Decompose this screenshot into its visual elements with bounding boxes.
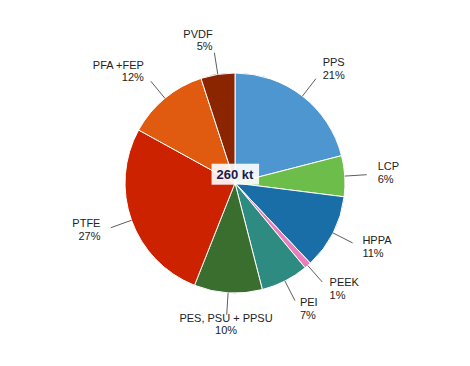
data-label: PES, PSU + PPSU10% [179, 312, 272, 337]
value-label: 7% [300, 309, 316, 321]
category-label: LCP [378, 160, 399, 172]
plot: PPS21%LCP6%HPPA11%PEEK1%PEI7%PES, PSU + … [72, 28, 399, 337]
labels: PPS21%LCP6%HPPA11%PEEK1%PEI7%PES, PSU + … [72, 28, 399, 337]
category-label: PEI [300, 296, 318, 308]
category-label: PVDF [183, 28, 213, 40]
leader-line [302, 79, 315, 96]
value-label: 6% [378, 173, 394, 185]
data-label: PFA +FEP12% [93, 59, 144, 84]
leader-line [345, 175, 367, 176]
value-label: 5% [197, 40, 213, 52]
value-label: 21% [323, 69, 345, 81]
value-label: 10% [215, 324, 237, 336]
data-label: PEI7% [300, 296, 318, 321]
value-label: 11% [362, 247, 383, 259]
data-label: LCP6% [378, 160, 399, 185]
category-label: PFA +FEP [93, 59, 144, 71]
data-label: PPS21% [323, 56, 345, 81]
center-label: 260 kt [212, 164, 260, 185]
category-label: HPPA [362, 234, 392, 246]
value-label: 12% [122, 71, 144, 83]
category-label: PPS [323, 56, 345, 68]
value-label: 27% [78, 230, 100, 242]
leader-line [111, 220, 132, 227]
annotation: 260 kt [217, 167, 255, 182]
chart: PPS21%LCP6%HPPA11%PEEK1%PEI7%PES, PSU + … [0, 0, 470, 366]
value-label: 1% [330, 289, 346, 301]
annotation-box [212, 164, 260, 185]
category-label: PTFE [72, 217, 100, 229]
leader-line [151, 81, 165, 98]
leader-line [333, 233, 353, 243]
data-label: PEEK1% [330, 276, 360, 301]
data-label: PVDF5% [183, 28, 213, 53]
data-label: HPPA11% [362, 234, 392, 259]
data-label: PTFE27% [72, 217, 100, 242]
leader-line [214, 53, 217, 75]
leader-line [308, 266, 323, 283]
category-label: PES, PSU + PPSU [179, 312, 272, 324]
leader-line [285, 281, 295, 301]
slices [125, 73, 345, 293]
category-label: PEEK [330, 276, 360, 288]
